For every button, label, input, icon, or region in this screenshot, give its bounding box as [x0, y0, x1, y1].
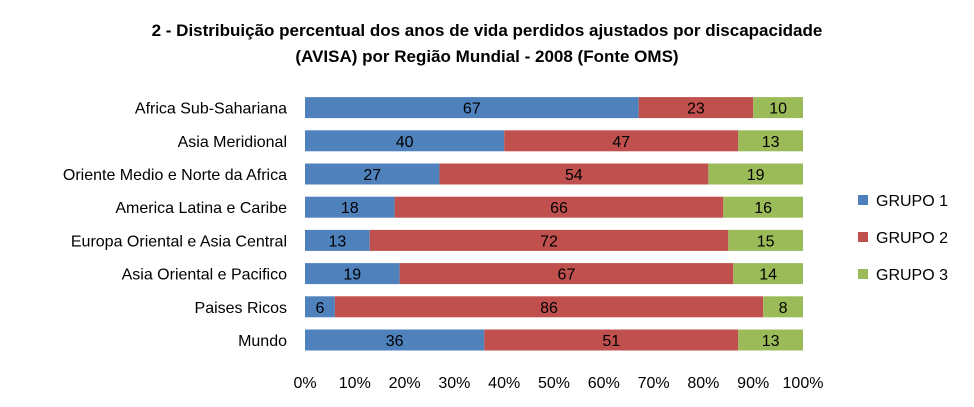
- x-tick-label: 50%: [538, 375, 570, 392]
- data-label: 16: [754, 200, 772, 217]
- data-label: 13: [762, 333, 780, 350]
- data-label: 23: [687, 101, 705, 118]
- chart-title-line-2: (AVISA) por Região Mundial - 2008 (Fonte…: [295, 47, 678, 66]
- bar-segment-1: [305, 163, 440, 185]
- data-label: 8: [779, 300, 788, 317]
- data-label: 19: [747, 167, 765, 184]
- data-label: 13: [328, 233, 346, 250]
- legend-label: GRUPO 1: [876, 193, 948, 210]
- category-label: Oriente Medio e Norte da Africa: [63, 167, 287, 184]
- bar-segment-3: [733, 263, 803, 285]
- bar-segment-3: [763, 296, 803, 318]
- data-label: 10: [769, 101, 787, 118]
- bar-segment-2: [394, 196, 724, 218]
- bar-segment-2: [484, 329, 739, 351]
- bar-segment-1: [305, 130, 505, 152]
- bar-segment-3: [728, 229, 803, 251]
- legend-swatch-3: [858, 269, 868, 279]
- plot-area: Africa Sub-Sahariana 67 23 10 Asia Meridiona…: [63, 97, 824, 392]
- data-label: 47: [612, 134, 630, 151]
- data-label: 13: [762, 134, 780, 151]
- bar-segment-2: [638, 97, 754, 119]
- bar-segment-1: [305, 229, 370, 251]
- data-label: 19: [343, 267, 361, 284]
- data-label: 67: [558, 267, 576, 284]
- bar-segment-2: [369, 229, 729, 251]
- legend: GRUPO 1 GRUPO 2 GRUPO 3: [858, 193, 948, 284]
- category-label: Asia Oriental e Pacifico: [122, 267, 288, 284]
- data-label: 14: [759, 267, 777, 284]
- bar-segment-3: [738, 130, 803, 152]
- data-label: 36: [386, 333, 404, 350]
- x-tick-label: 80%: [687, 375, 719, 392]
- category-label: Africa Sub-Sahariana: [135, 101, 287, 118]
- category-label: Asia Meridional: [178, 134, 287, 151]
- category-label: Europa Oriental e Asia Central: [71, 233, 287, 250]
- bar-segment-1: [305, 97, 639, 119]
- x-tick-label: 90%: [737, 375, 769, 392]
- data-label: 40: [396, 134, 414, 151]
- x-tick-label: 30%: [438, 375, 470, 392]
- data-label: 15: [757, 233, 775, 250]
- data-label: 18: [341, 200, 359, 217]
- data-label: 6: [315, 300, 324, 317]
- x-tick-label: 20%: [389, 375, 421, 392]
- bar-segment-1: [305, 196, 395, 218]
- bar-segment-1: [305, 329, 485, 351]
- category-label: Paises Ricos: [195, 300, 287, 317]
- legend-label: GRUPO 2: [876, 230, 948, 247]
- bar-segment-3: [708, 163, 803, 185]
- data-label: 54: [565, 167, 583, 184]
- data-label: 27: [363, 167, 381, 184]
- data-label: 67: [463, 101, 481, 118]
- bar-segment-3: [723, 196, 803, 218]
- data-label: 72: [540, 233, 558, 250]
- bar-segment-3: [738, 329, 803, 351]
- x-tick-label: 100%: [783, 375, 824, 392]
- category-label: Mundo: [238, 333, 287, 350]
- legend-swatch-1: [858, 195, 868, 205]
- bar-segment-2: [399, 263, 734, 285]
- bar-segment-3: [753, 97, 803, 119]
- category-label: America Latina e Caribe: [115, 200, 287, 217]
- legend-label: GRUPO 3: [876, 267, 948, 284]
- bar-segment-1: [305, 263, 400, 285]
- data-label: 66: [550, 200, 568, 217]
- bar-segment-1: [305, 296, 335, 318]
- bar-segment-2: [439, 163, 709, 185]
- x-tick-label: 70%: [638, 375, 670, 392]
- x-tick-label: 40%: [488, 375, 520, 392]
- bar-segment-2: [334, 296, 764, 318]
- x-tick-label: 60%: [588, 375, 620, 392]
- legend-swatch-2: [858, 232, 868, 242]
- chart-title-line-1: 2 - Distribuição percentual dos anos de …: [152, 21, 823, 40]
- x-tick-label: 0%: [293, 375, 316, 392]
- x-tick-label: 10%: [339, 375, 371, 392]
- data-label: 86: [540, 300, 558, 317]
- bar-segment-2: [504, 130, 739, 152]
- data-label: 51: [602, 333, 620, 350]
